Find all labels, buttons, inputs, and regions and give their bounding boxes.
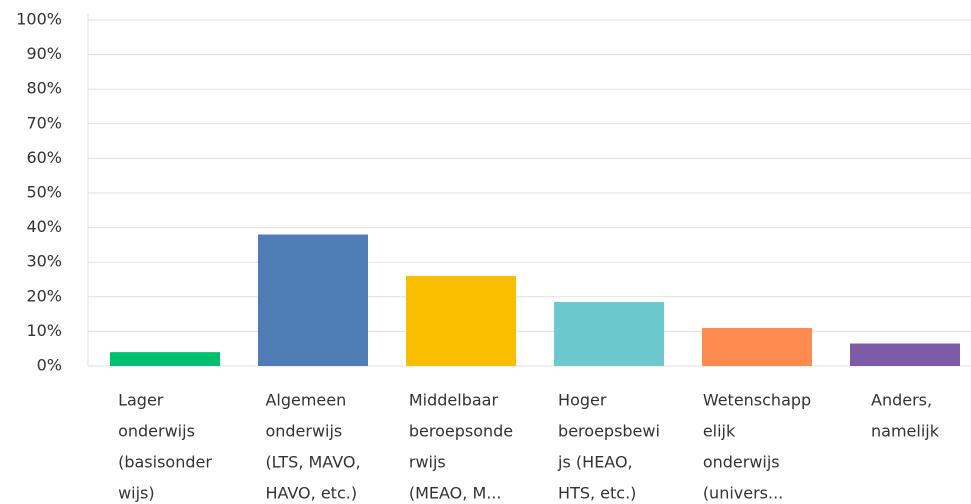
y-tick-label: 100% [16, 10, 62, 29]
bar [702, 327, 812, 366]
bar [110, 352, 220, 366]
y-tick-label: 10% [26, 321, 62, 340]
x-tick-label: namelijk [871, 422, 940, 441]
x-tick-label: onderwijs [265, 422, 342, 441]
x-tick-label: rwijs [409, 453, 446, 472]
x-tick-label: Anders, [871, 391, 932, 410]
y-tick-label: 40% [26, 217, 62, 236]
x-tick-label: js (HEAO, [557, 453, 633, 472]
bar [258, 234, 368, 366]
x-tick-label: Hoger [558, 391, 607, 410]
x-tick-label: Lager [118, 391, 164, 410]
y-tick-label: 0% [37, 356, 62, 375]
y-tick-label: 60% [26, 148, 62, 167]
x-tick-label: wijs) [118, 484, 155, 503]
y-tick-label: 90% [26, 44, 62, 63]
x-tick-label: (basisonder [118, 453, 212, 472]
y-tick-label: 30% [26, 252, 62, 271]
x-tick-label: onderwijs [118, 422, 195, 441]
x-tick-label: (LTS, MAVO, [265, 453, 360, 472]
y-tick-label: 70% [26, 113, 62, 132]
bar [406, 276, 516, 366]
x-tick-label: HTS, etc.) [558, 484, 636, 503]
x-tick-label: Middelbaar [409, 391, 499, 410]
x-tick-label: (univers... [703, 484, 783, 503]
x-tick-label: HAVO, etc.) [265, 484, 357, 503]
x-tick-label: elijk [703, 422, 736, 441]
y-tick-label: 20% [26, 286, 62, 305]
y-tick-label: 50% [26, 183, 62, 202]
y-tick-label: 80% [26, 79, 62, 98]
bar [850, 343, 960, 366]
x-tick-label: beroepsbewi [558, 422, 660, 441]
x-tick-label: onderwijs [703, 453, 780, 472]
bar [554, 301, 664, 366]
x-tick-label: beroepsonde [409, 422, 513, 441]
x-tick-label: (MEAO, M... [409, 484, 502, 503]
x-tick-label: Algemeen [265, 391, 346, 410]
x-tick-label: Wetenschapp [703, 391, 811, 410]
